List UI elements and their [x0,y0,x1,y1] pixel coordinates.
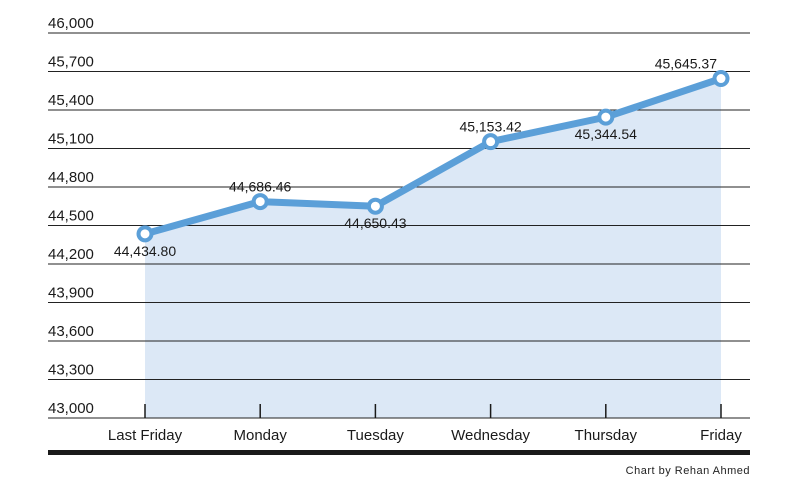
y-tick-label: 46,000 [48,15,94,32]
y-tick-label: 45,100 [48,131,94,148]
y-tick-label: 44,800 [48,169,94,186]
data-point [366,197,384,215]
data-label: 45,645.37 [655,56,717,72]
series-line [141,75,725,238]
data-point [136,225,154,243]
data-label: 44,434.80 [114,243,176,259]
y-tick-label: 44,200 [48,246,94,263]
x-tick-label: Tuesday [347,427,404,444]
data-point [597,108,615,126]
data-point [712,70,730,88]
chart-credit: Chart by Rehan Ahmed [626,465,750,477]
y-tick-label: 44,500 [48,208,94,225]
data-label: 45,344.54 [575,126,637,142]
y-tick-label: 45,700 [48,54,94,71]
x-tick-label: Monday [234,427,288,444]
y-tick-label: 43,600 [48,323,94,340]
y-tick-label: 45,400 [48,92,94,109]
data-point [251,193,269,211]
y-tick-label: 43,900 [48,285,94,302]
x-tick-label: Wednesday [451,427,530,444]
data-point [482,133,500,151]
x-tick-label: Thursday [575,427,638,444]
y-tick-label: 43,300 [48,362,94,379]
x-tick-label: Last Friday [108,427,183,444]
data-label: 44,686.46 [229,179,291,195]
y-tick-label: 43,000 [48,400,94,417]
x-tick-label: Friday [700,427,742,444]
data-label: 45,153.42 [459,119,521,135]
data-label: 44,650.43 [344,215,406,231]
area-fill [145,78,721,418]
bottom-rule [48,450,750,455]
